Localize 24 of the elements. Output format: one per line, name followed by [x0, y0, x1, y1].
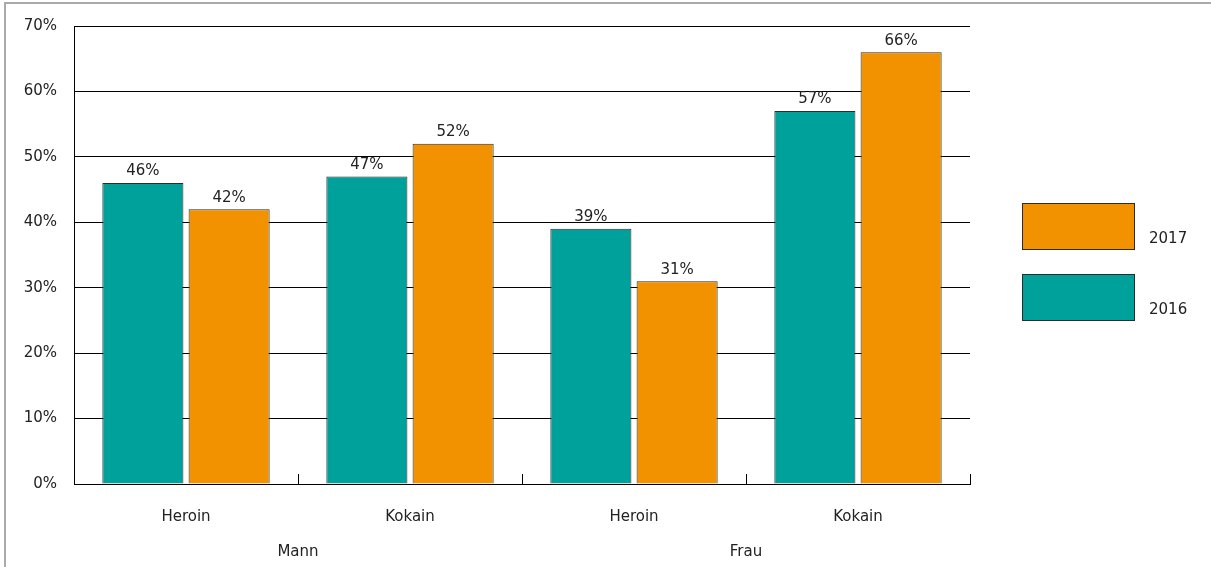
data-label: 42% [212, 187, 246, 206]
y-tick-label: 10% [23, 408, 57, 427]
text: Frau [729, 541, 763, 560]
x-tick-label: Kokain [833, 506, 883, 525]
y-tick-label: 60% [23, 81, 57, 100]
text: Mann [277, 541, 319, 560]
y-tick-label: 70% [23, 15, 57, 34]
y-tick-label: 20% [23, 343, 57, 362]
data-label: 52% [436, 122, 470, 141]
y-tick-label: 40% [23, 212, 57, 231]
x-tick-label: Kokain [385, 506, 435, 525]
data-label: 66% [884, 30, 918, 49]
data-label: 39% [574, 207, 608, 226]
data-label: 47% [350, 154, 384, 173]
y-tick-label: 30% [23, 277, 57, 296]
y-tick-label: 0% [33, 473, 57, 492]
data-label: 31% [660, 259, 694, 278]
y-tick-label: 50% [23, 146, 57, 165]
x-tick-label: Heroin [609, 506, 659, 525]
data-label: 46% [126, 161, 160, 180]
x-tick-label: Heroin [161, 506, 211, 525]
text: 2016 [1149, 300, 1188, 318]
text: 2017 [1149, 229, 1188, 247]
data-label: 57% [798, 89, 832, 108]
